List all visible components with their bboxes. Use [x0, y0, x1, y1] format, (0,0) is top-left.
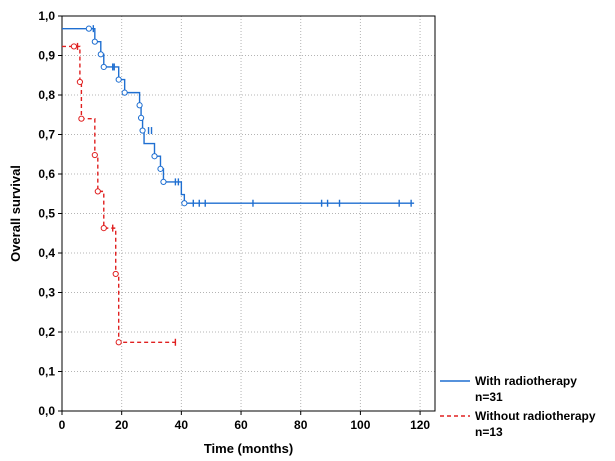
event-marker [91, 38, 98, 45]
legend-label-with-radiotherapy: With radiotherapy [475, 374, 577, 388]
y-tick-label: 0,2 [38, 325, 55, 339]
event-marker [115, 76, 122, 83]
y-tick-label: 0,6 [38, 167, 55, 181]
event-marker [70, 43, 78, 50]
x-axis-label: Time (months) [204, 441, 293, 456]
x-tick-label: 100 [350, 418, 370, 432]
event-marker [76, 78, 84, 86]
legend: With radiotherapy n=31 Without radiother… [440, 374, 596, 439]
legend-count-with-radiotherapy: n=31 [475, 390, 503, 404]
grid [62, 16, 435, 411]
event-marker [157, 165, 164, 172]
event-marker [78, 115, 85, 122]
x-tick-label: 20 [115, 418, 129, 432]
event-marker [91, 151, 98, 159]
x-tick-label: 40 [175, 418, 189, 432]
y-tick-label: 0,8 [38, 88, 55, 102]
series-layer [62, 25, 415, 346]
event-marker [85, 25, 92, 32]
y-axis-label: Overall survival [8, 165, 23, 262]
event-marker [94, 188, 101, 195]
y-tick-label: 0,1 [38, 365, 55, 379]
y-tick-label: 0,7 [38, 128, 55, 142]
event-marker [181, 200, 188, 207]
x-tick-label: 80 [294, 418, 308, 432]
survival-curve [62, 27, 415, 204]
event-marker [139, 127, 146, 134]
event-marker [137, 114, 145, 122]
survival-curve [62, 45, 176, 343]
y-tick-label: 0,9 [38, 49, 55, 63]
legend-count-without-radiotherapy: n=13 [475, 425, 503, 439]
y-tick-label: 0,5 [38, 207, 55, 221]
y-tick-label: 1,0 [38, 9, 55, 23]
event-marker [100, 63, 107, 71]
y-tick-label: 0,3 [38, 286, 55, 300]
axis-ticks: 0 20 40 60 80 100 120 0,0 0,1 0,2 0,3 0,4 0,5 0,6 0,7 0… [38, 9, 430, 432]
y-tick-label: 0,0 [38, 404, 55, 418]
event-marker [136, 102, 143, 109]
event-marker [97, 51, 104, 58]
event-marker [121, 89, 128, 96]
series-0 [62, 25, 415, 207]
event-marker [160, 178, 167, 185]
event-marker [151, 153, 158, 160]
y-tick-label: 0,4 [38, 246, 55, 260]
event-marker [112, 270, 119, 278]
x-tick-label: 0 [59, 418, 66, 432]
x-tick-label: 60 [234, 418, 248, 432]
event-marker [100, 225, 107, 232]
series-1 [62, 42, 177, 346]
legend-label-without-radiotherapy: Without radiotherapy [475, 409, 596, 423]
x-tick-label: 120 [410, 418, 430, 432]
event-marker [115, 339, 122, 346]
